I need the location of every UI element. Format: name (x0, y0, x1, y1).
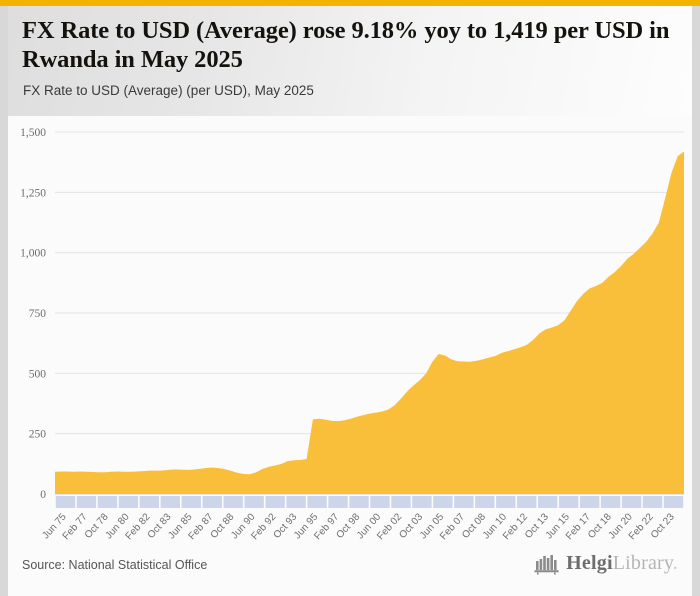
x-axis-band-segment (663, 496, 684, 508)
chart-card: FX Rate to USD (Average) rose 9.18% yoy … (8, 6, 692, 596)
helgi-library-logo[interactable]: HelgiLibrary. (534, 552, 678, 575)
x-axis-band-segment (307, 496, 327, 508)
x-axis-band-segment (223, 496, 243, 508)
x-axis-band-segment (600, 496, 621, 508)
x-axis-band-segment (621, 496, 642, 508)
library-building-icon (534, 554, 559, 575)
x-axis-band-segment (559, 496, 579, 508)
x-axis-band-segment (181, 496, 201, 508)
x-axis-band-segment (433, 496, 453, 508)
x-axis-band-segment (538, 496, 558, 508)
x-axis-band-segment (370, 496, 390, 508)
y-axis-tick-label: 1,000 (20, 248, 46, 260)
y-axis-tick-label: 0 (40, 489, 46, 501)
x-axis-band (55, 496, 684, 508)
x-axis-band-segment (496, 496, 516, 508)
page-title: FX Rate to USD (Average) rose 9.18% yoy … (22, 17, 670, 73)
x-axis-band-segment (454, 496, 474, 508)
y-axis-tick-labels: 0 250 500 750 1,000 1,250 1,500 (20, 127, 46, 501)
x-axis-band-segment (328, 496, 348, 508)
logo-text-dot: . (672, 552, 678, 574)
x-axis-band-segment (118, 496, 139, 508)
logo-wordmark: HelgiLibrary. (566, 552, 678, 575)
x-axis-band-segment (517, 496, 537, 508)
y-axis-tick-label: 1,250 (20, 187, 46, 199)
x-axis-band-segment (97, 496, 118, 508)
x-axis-band-segment (286, 496, 306, 508)
x-axis-band-segment (391, 496, 411, 508)
y-axis-tick-label: 500 (29, 368, 47, 380)
y-axis-tick-label: 1,500 (20, 127, 46, 139)
logo-text-helgi: Helgi (566, 552, 613, 574)
x-axis-band-segment (202, 496, 222, 508)
logo-text-library: Library (612, 552, 673, 574)
x-axis-band-segment (579, 496, 600, 508)
x-axis-band-segment (244, 496, 264, 508)
x-axis-band-segment (412, 496, 432, 508)
series-area (55, 151, 684, 495)
x-axis-band-segment (349, 496, 369, 508)
y-axis-tick-label: 750 (29, 308, 47, 320)
chart-subtitle: FX Rate to USD (Average) (per USD), May … (23, 83, 314, 98)
top-accent-bar (0, 0, 700, 6)
plot-area: 0 250 500 750 1,000 1,250 1,500 Jun 75 Feb 77 Oc… (8, 116, 692, 550)
x-axis-band-segment (475, 496, 495, 508)
y-axis-tick-label: 250 (29, 429, 47, 441)
chart-footer: Source: National Statistical Office Helg… (8, 544, 692, 596)
x-axis-band-segment (160, 496, 180, 508)
chart-header: FX Rate to USD (Average) rose 9.18% yoy … (8, 6, 692, 116)
source-label: Source: National Statistical Office (22, 558, 208, 572)
x-axis-band-segment (265, 496, 285, 508)
x-axis-band-segment (139, 496, 160, 508)
x-axis-band-segment (55, 496, 76, 508)
x-axis-band-segment (642, 496, 663, 508)
x-axis-band-segment (76, 496, 97, 508)
